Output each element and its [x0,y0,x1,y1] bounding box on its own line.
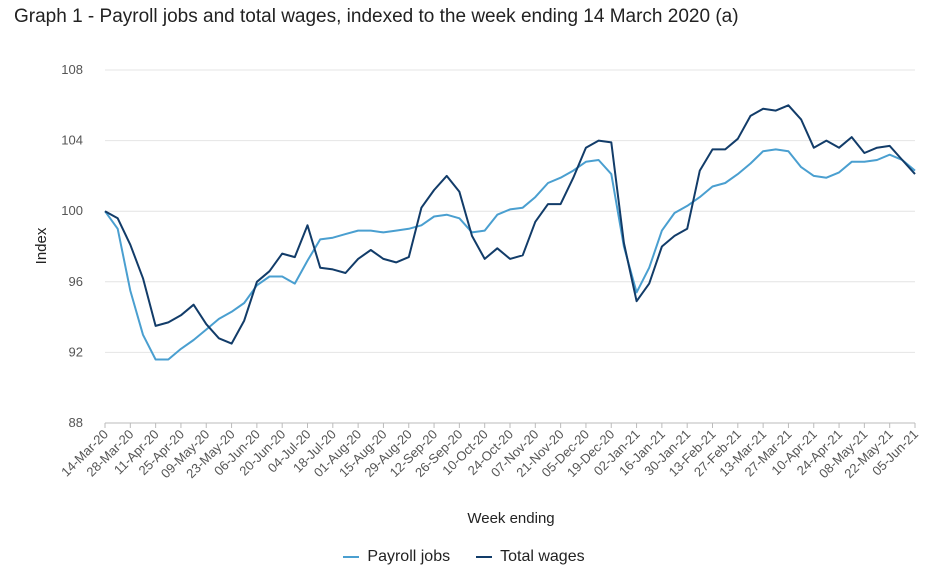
legend: Payroll jobs Total wages [0,548,928,566]
chart-title: Graph 1 - Payroll jobs and total wages, … [14,6,739,27]
y-tick-label: 88 [69,415,83,430]
y-axis-ticks: 88 92 96 100 104 108 [61,62,83,430]
x-axis-ticks: 14-Mar-2028-Mar-2011-Apr-2025-Apr-2009-M… [58,423,921,481]
y-axis-title: Index [33,227,50,264]
legend-swatch-payroll-jobs [343,556,360,558]
y-tick-label: 92 [69,344,83,359]
series-lines [104,104,916,361]
y-tick-label: 104 [61,133,83,148]
series-line-total-wages [104,104,916,345]
y-tick-label: 108 [61,62,83,77]
legend-label-payroll-jobs: Payroll jobs [367,548,451,565]
legend-label-total-wages: Total wages [500,548,585,565]
x-axis-title: Week ending [467,510,554,527]
series-line-payroll-jobs [104,148,916,361]
legend-swatch-total-wages [476,556,493,558]
legend-item-total-wages[interactable]: Total wages [476,548,585,566]
grid-lines [105,69,915,353]
y-tick-label: 100 [61,203,83,218]
legend-item-payroll-jobs[interactable]: Payroll jobs [343,548,450,566]
y-tick-label: 96 [69,274,83,289]
